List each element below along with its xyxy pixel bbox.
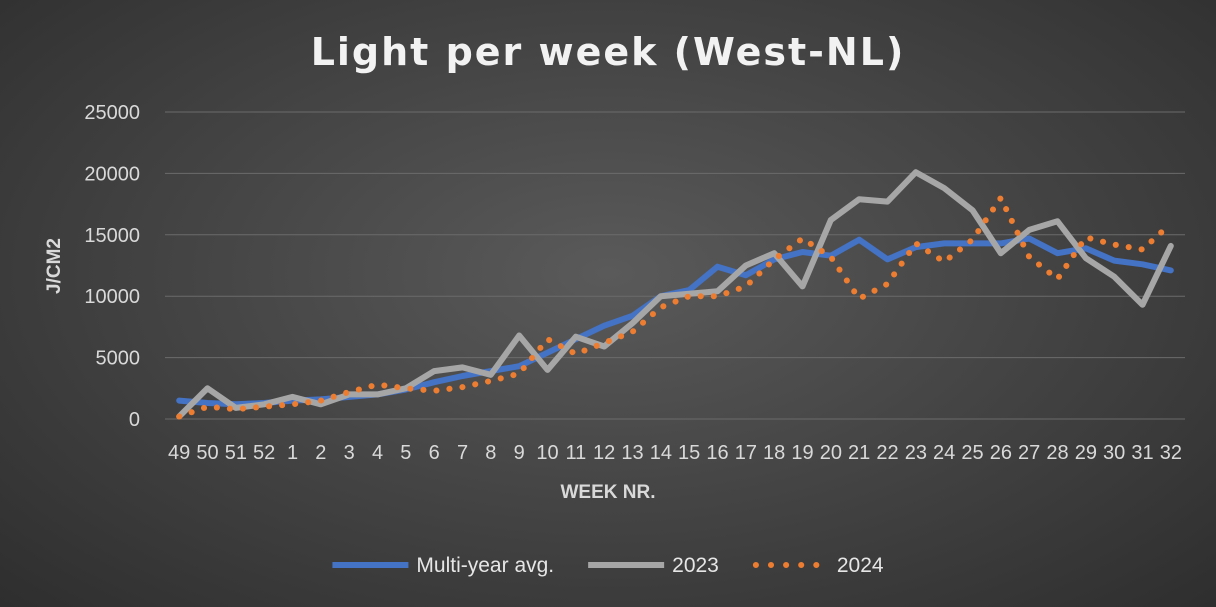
x-tick-label: 19 [791,442,813,464]
legend-label-0: Multi-year avg. [416,554,554,577]
x-tick-label: 17 [735,442,757,464]
series-line-0 [176,235,1174,408]
x-axis-ticks: 49 50 51 52 1 2 3 4 5 6 7 8 9 10 11 12 13 14 15 16 17 18 19 20 2… [168,442,1182,464]
legend: Multi-year avg. 2023 2024 [332,554,884,577]
x-tick-label: 13 [621,442,643,464]
x-tick-label: 21 [848,442,870,464]
x-tick-label: 52 [253,442,275,464]
x-tick-label: 28 [1046,442,1068,464]
chart-title: Light per week (West-NL) [311,30,906,74]
legend-label-2: 2024 [837,554,884,577]
x-tick-label: 16 [706,442,728,464]
x-tick-label: 7 [457,442,468,464]
x-tick-label: 20 [820,442,842,464]
y-axis-ticks: 0 5000 10000 15000 20000 25000 [84,102,140,431]
x-tick-label: 23 [905,442,927,464]
x-tick-label: 8 [485,442,496,464]
x-tick-label: 26 [990,442,1012,464]
x-tick-label: 51 [225,442,247,464]
x-tick-label: 50 [196,442,218,464]
x-tick-label: 49 [168,442,190,464]
x-tick-label: 9 [514,442,525,464]
x-tick-label: 12 [593,442,615,464]
x-tick-label: 1 [287,442,298,464]
series-lines [176,169,1174,420]
x-tick-label: 6 [429,442,440,464]
y-tick-label: 10000 [84,286,140,308]
y-axis-title: J/CM2 [44,238,65,294]
x-tick-label: 32 [1160,442,1182,464]
x-tick-label: 30 [1103,442,1125,464]
legend-label-1: 2023 [672,554,719,577]
x-tick-label: 11 [565,442,586,464]
series-line-2 [176,195,1174,420]
y-tick-label: 5000 [96,348,141,370]
x-tick-label: 27 [1018,442,1040,464]
y-tick-label: 25000 [84,102,140,124]
y-tick-label: 15000 [84,225,140,247]
x-tick-label: 3 [344,442,355,464]
x-tick-label: 10 [536,442,558,464]
x-tick-label: 15 [678,442,700,464]
x-tick-label: 5 [400,442,411,464]
x-tick-label: 18 [763,442,785,464]
x-tick-label: 4 [372,442,383,464]
y-tick-label: 0 [129,409,140,431]
x-axis-title: WEEK NR. [561,482,656,503]
x-tick-label: 31 [1131,442,1153,464]
x-tick-label: 29 [1075,442,1097,464]
x-tick-label: 22 [876,442,898,464]
gridlines [165,111,1185,420]
y-tick-label: 20000 [84,163,140,185]
series-line-1 [176,169,1174,420]
x-tick-label: 2 [315,442,326,464]
x-tick-label: 25 [961,442,983,464]
x-tick-label: 24 [933,442,955,464]
x-tick-label: 14 [650,442,672,464]
